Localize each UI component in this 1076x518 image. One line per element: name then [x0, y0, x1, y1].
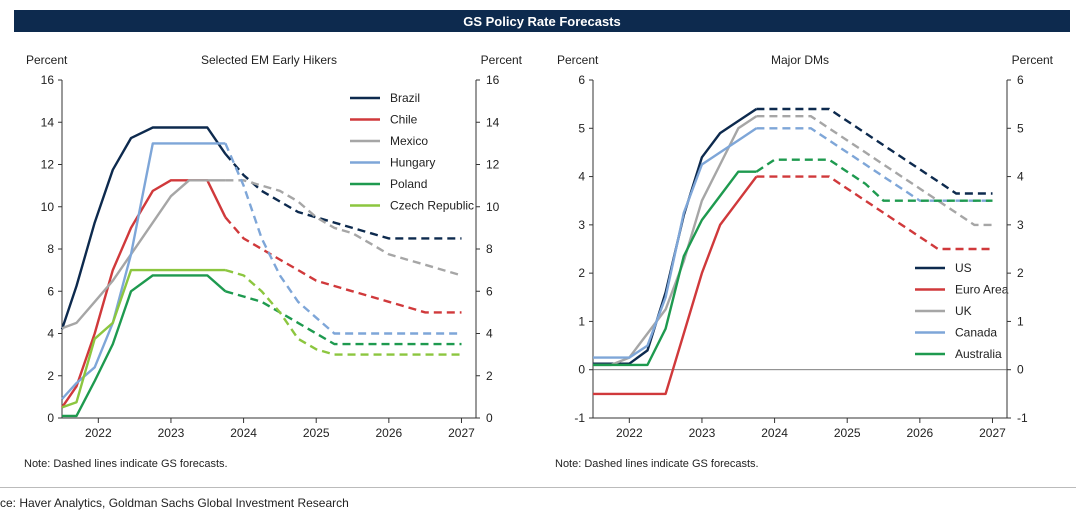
series-forecast-euro-area — [756, 175, 993, 251]
x-tick-label: 2026 — [906, 426, 933, 440]
y-tick-label-right: 16 — [486, 73, 500, 87]
y-tick-label-left: 1 — [578, 314, 585, 328]
y-tick-label-left: 5 — [578, 121, 585, 135]
y-tick-label-right: 1 — [1017, 314, 1024, 328]
source-divider — [0, 487, 1076, 488]
series-forecast-chile — [224, 216, 462, 314]
series-forecast-canada — [756, 127, 993, 202]
y-tick-label-right: 4 — [1017, 170, 1024, 184]
y-tick-label-left: -1 — [574, 411, 585, 425]
series-line-uk — [593, 115, 758, 367]
chart-title: Major DMs — [771, 53, 829, 67]
x-tick-label: 2027 — [448, 426, 475, 440]
legend-label-hungary: Hungary — [390, 156, 435, 170]
series-forecast-us — [756, 107, 993, 195]
chart-dm-note: Note: Dashed lines indicate GS forecasts… — [555, 458, 759, 470]
y-tick-label-right: 14 — [486, 115, 500, 129]
legend-label-uk: UK — [955, 304, 972, 318]
y-tick-label-right: 10 — [486, 200, 500, 214]
y-tick-label-right: 6 — [1017, 73, 1024, 87]
y-tick-label-left: 3 — [578, 218, 585, 232]
chart-panel-em: Selected EM Early Hikers Percent Percent 0 0… — [14, 38, 539, 453]
series-forecast-australia — [755, 158, 993, 202]
x-tick-label: 2027 — [979, 426, 1006, 440]
y-tick-label-left: 12 — [41, 158, 55, 172]
y-axis-right-label: Percent — [481, 53, 523, 67]
x-tick-label: 2026 — [375, 426, 402, 440]
y-tick-label-left: 0 — [47, 411, 54, 425]
legend-label-mexico: Mexico — [390, 134, 428, 148]
y-tick-label-left: 0 — [578, 363, 585, 377]
y-tick-label-left: 6 — [47, 284, 54, 298]
y-tick-label-left: 2 — [47, 369, 54, 383]
legend-label-euro-area: Euro Area — [955, 283, 1009, 297]
series-line-brazil — [60, 126, 227, 330]
legend-label-czech-republic: Czech Republic — [390, 199, 474, 213]
y-tick-label-right: 12 — [486, 158, 500, 172]
legend-label-chile: Chile — [390, 113, 418, 127]
y-tick-label-right: 3 — [1017, 218, 1024, 232]
chart-em-svg: Selected EM Early Hikers Percent Percent 0 0… — [26, 53, 523, 440]
y-tick-label-left: 8 — [47, 242, 54, 256]
y-tick-label-left: 10 — [41, 200, 55, 214]
legend-label-brazil: Brazil — [390, 91, 420, 105]
series-line-australia — [593, 170, 757, 367]
series-line-poland — [62, 274, 227, 418]
series-line-euro-area — [593, 175, 758, 396]
y-axis-left-label: Percent — [26, 53, 68, 67]
x-tick-label: 2022 — [616, 426, 643, 440]
y-tick-label-right: 0 — [486, 411, 493, 425]
y-axis-right-label: Percent — [1012, 53, 1054, 67]
y-tick-label-left: 14 — [41, 115, 55, 129]
y-tick-label-left: 2 — [578, 266, 585, 280]
series-line-czech-republic — [61, 268, 226, 409]
series-forecast-uk — [756, 115, 993, 227]
legend-label-australia: Australia — [955, 347, 1002, 361]
source-text: ce: Haver Analytics, Goldman Sachs Globa… — [0, 496, 349, 510]
y-tick-label-left: 6 — [578, 73, 585, 87]
y-tick-label-right: 8 — [486, 242, 493, 256]
legend-label-poland: Poland — [390, 177, 427, 191]
x-tick-label: 2022 — [85, 426, 112, 440]
series-forecast-mexico — [225, 179, 462, 277]
y-tick-label-right: -1 — [1017, 411, 1028, 425]
chart-panel-dm: Major DMs Percent Percent -1 -1 0 0 1 1 2 2 3 3 4 4 5 5 6… — [545, 38, 1070, 453]
y-tick-label-right: 2 — [486, 369, 493, 383]
series-forecast-brazil — [224, 153, 462, 240]
x-tick-label: 2023 — [689, 426, 716, 440]
chart-em-note: Note: Dashed lines indicate GS forecasts… — [24, 458, 228, 470]
y-tick-label-right: 5 — [1017, 121, 1024, 135]
y-tick-label-right: 0 — [1017, 363, 1024, 377]
x-tick-label: 2025 — [303, 426, 330, 440]
series-line-mexico — [61, 179, 226, 330]
legend-label-canada: Canada — [955, 326, 997, 340]
y-tick-label-right: 6 — [486, 284, 493, 298]
legend-label-us: US — [955, 261, 972, 275]
y-tick-label-right: 2 — [1017, 266, 1024, 280]
y-tick-label-right: 4 — [486, 327, 493, 341]
x-tick-label: 2024 — [230, 426, 257, 440]
x-tick-label: 2025 — [834, 426, 861, 440]
y-tick-label-left: 16 — [41, 73, 55, 87]
series-line-hungary — [61, 142, 226, 400]
chart-title: Selected EM Early Hikers — [201, 53, 337, 67]
series-forecast-poland — [225, 290, 462, 346]
x-tick-label: 2024 — [761, 426, 788, 440]
y-axis-left-label: Percent — [557, 53, 599, 67]
series-line-canada — [593, 127, 758, 359]
chart-banner-title: GS Policy Rate Forecasts — [14, 10, 1070, 32]
chart-dm-svg: Major DMs Percent Percent -1 -1 0 0 1 1 2 2 3 3 4 4 5 5 6… — [557, 53, 1054, 440]
x-tick-label: 2023 — [158, 426, 185, 440]
y-tick-label-left: 4 — [47, 327, 54, 341]
series-forecast-hungary — [224, 142, 462, 335]
series-line-us — [593, 107, 758, 365]
y-tick-label-left: 4 — [578, 170, 585, 184]
